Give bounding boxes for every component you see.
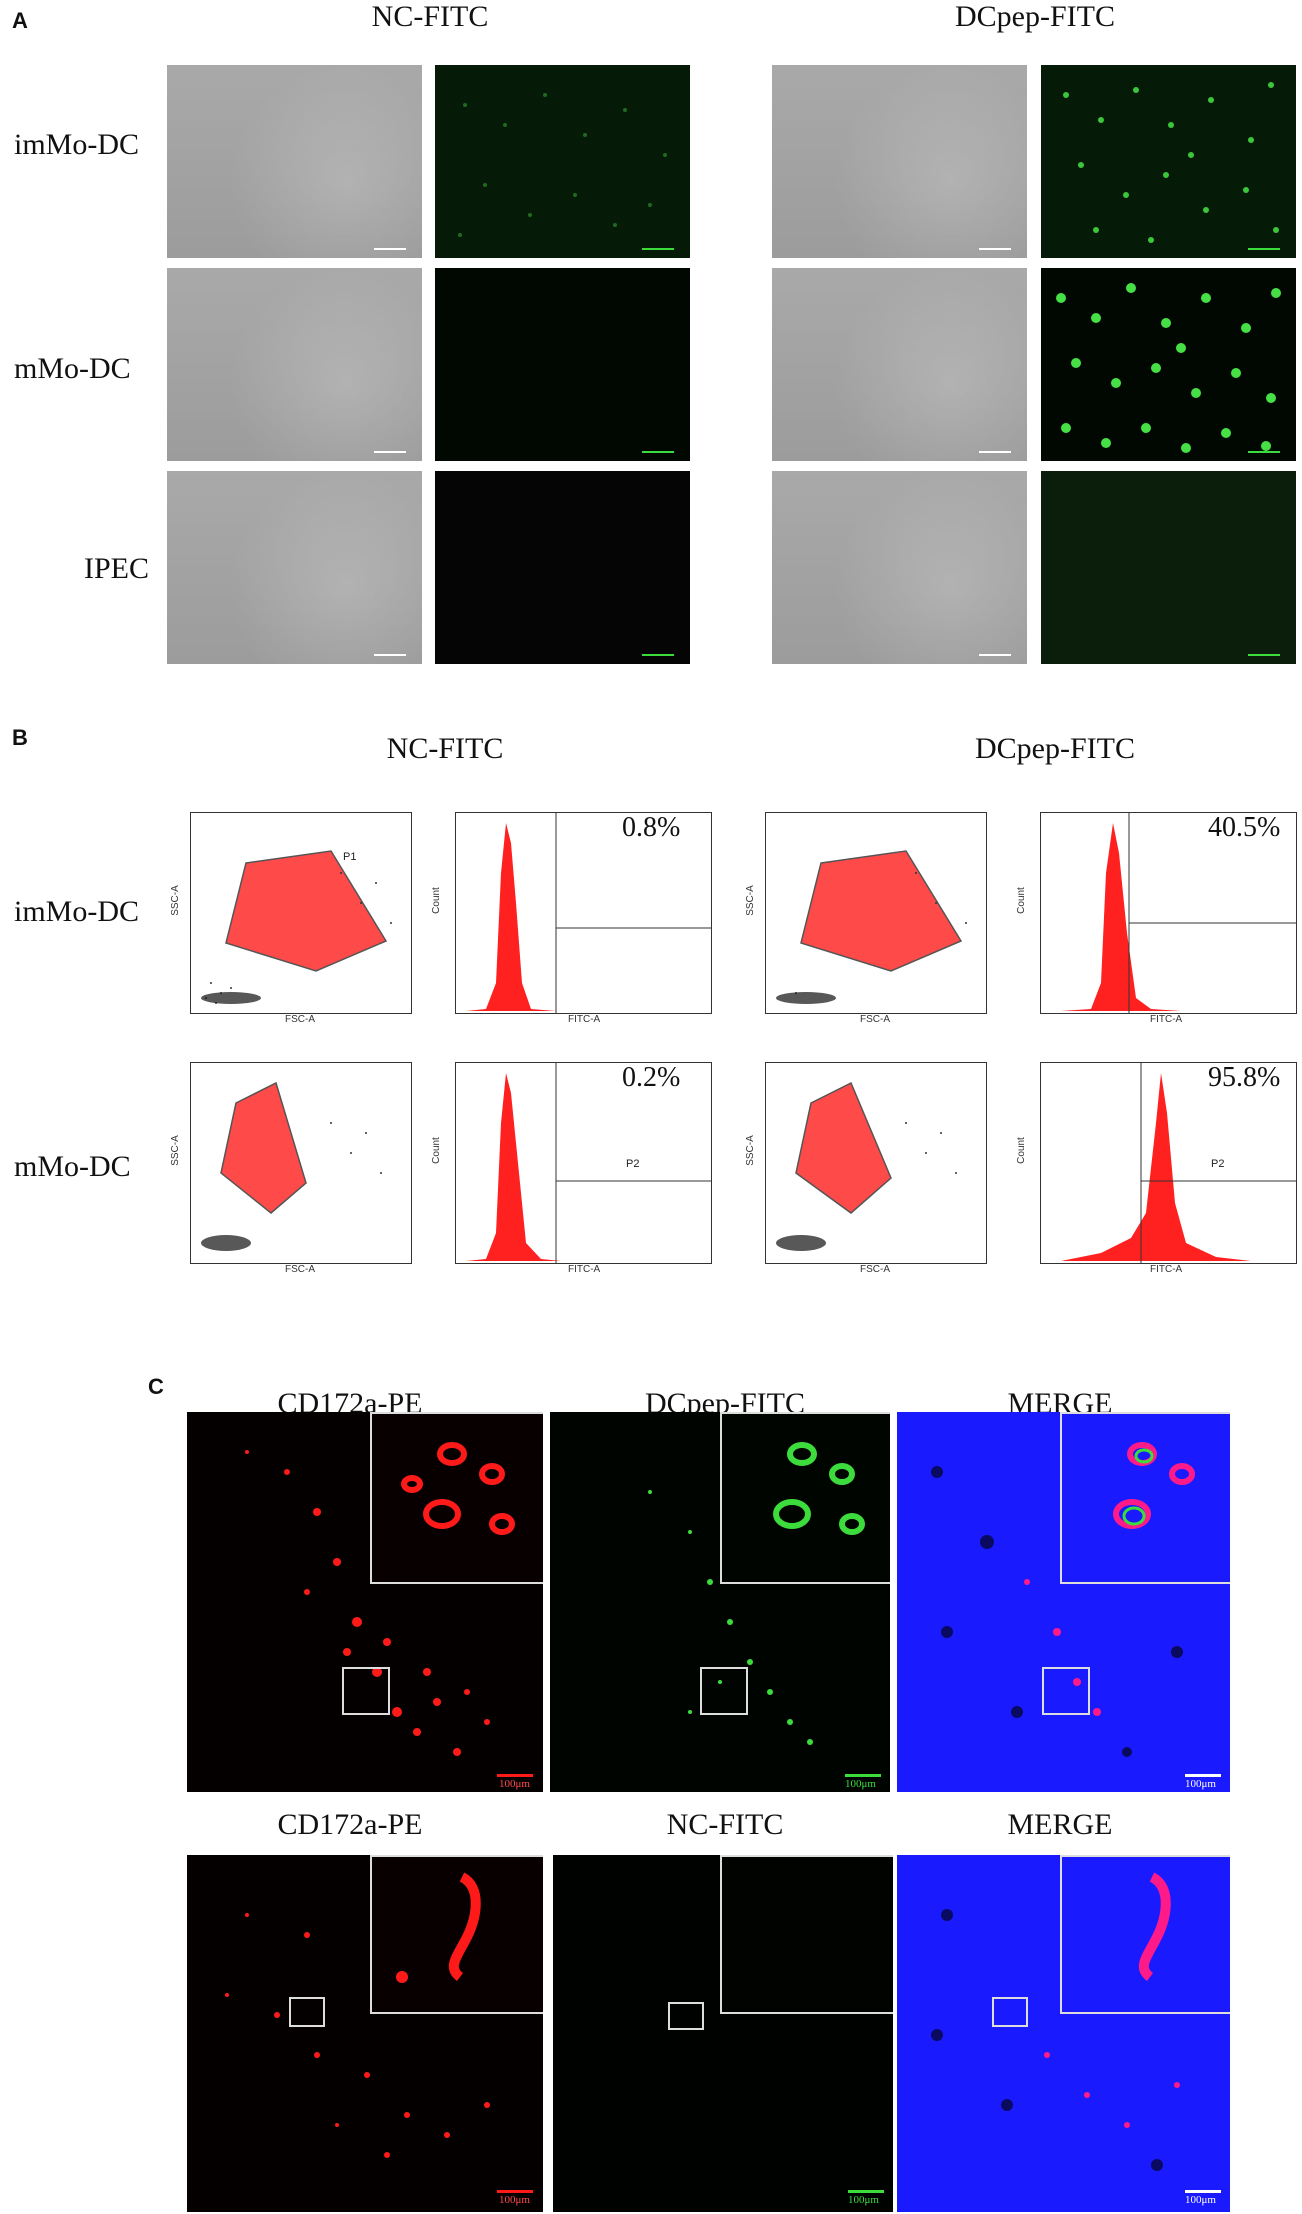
scatter-mmo-nc-xlabel: FSC-A bbox=[285, 1264, 315, 1275]
panel-c-row2-title-fitc: NC-FITC bbox=[666, 1808, 784, 1841]
panel-a-col-title-dc: DCpep-FITC bbox=[955, 0, 1115, 33]
confocal-fitc-row1-scalebar bbox=[845, 1774, 881, 1777]
confocal-pe-row2-inset bbox=[370, 1855, 543, 2014]
gate-label-p1: P1 bbox=[343, 851, 357, 863]
panel-b-col-title-nc: NC-FITC bbox=[386, 732, 504, 765]
histogram-immo-nc bbox=[455, 812, 712, 1014]
confocal-merge-row2: 100μm bbox=[897, 1855, 1230, 2212]
brightfield-ipec-dc bbox=[772, 471, 1027, 664]
hist-immo-nc-xlabel: FITC-A bbox=[568, 1014, 601, 1025]
fluorescence-ipec-dc bbox=[1041, 471, 1296, 664]
brightfield-mmo-dc bbox=[772, 268, 1027, 461]
brightfield-ipec-nc bbox=[167, 471, 422, 664]
hist-mmo-nc-ylabel: Count bbox=[430, 1137, 442, 1164]
hist-mmo-dc-xlabel: FITC-A bbox=[1150, 1264, 1183, 1275]
scatter-immo-nc: P1 bbox=[190, 812, 412, 1014]
panel-a-letter: A bbox=[12, 8, 28, 33]
confocal-fitc-row2-scalebar-label: 100μm bbox=[848, 2194, 879, 2206]
panel-a-row-label-immo: imMo-DC bbox=[14, 128, 140, 161]
panel-c-row2-title-merge: MERGE bbox=[1007, 1808, 1113, 1841]
confocal-pe-row1-cells bbox=[245, 1450, 490, 1756]
scatter-immo-dc bbox=[765, 812, 987, 1014]
panel-a-col-title-nc: NC-FITC bbox=[371, 0, 489, 33]
confocal-merge-row1-inset bbox=[1060, 1412, 1230, 1584]
fluorescence-mmo-dc-cells bbox=[1056, 283, 1281, 453]
confocal-pe-row2-cells bbox=[225, 1913, 490, 2158]
scatter-mmo-dc-xlabel: FSC-A bbox=[860, 1264, 890, 1275]
confocal-merge-row1-scalebar bbox=[1185, 1774, 1221, 1777]
hist-mmo-dc-ylabel: Count bbox=[1015, 1137, 1027, 1164]
scatter-mmo-dc bbox=[765, 1062, 987, 1264]
histogram-immo-dc bbox=[1040, 812, 1297, 1014]
histogram-mmo-nc: P2 bbox=[455, 1062, 712, 1264]
histogram-mmo-dc: P2 bbox=[1040, 1062, 1297, 1264]
confocal-pe-row1-inset bbox=[370, 1412, 543, 1584]
confocal-fitc-row1-zoom-box bbox=[700, 1667, 748, 1715]
hist-immo-nc-ylabel: Count bbox=[430, 887, 442, 914]
confocal-fitc-row2: 100μm bbox=[553, 1855, 893, 2212]
fluorescence-mmo-nc bbox=[435, 268, 690, 461]
confocal-merge-row2-inset bbox=[1060, 1855, 1230, 2014]
confocal-fitc-row2-zoom-box bbox=[668, 2002, 704, 2030]
confocal-fitc-row2-scalebar bbox=[848, 2190, 884, 2193]
scatter-immo-nc-ylabel: SSC-A bbox=[169, 885, 181, 916]
confocal-fitc-row1-scalebar-label: 100μm bbox=[845, 1778, 876, 1790]
confocal-merge-row1-zoom-box bbox=[1042, 1667, 1090, 1715]
percentage-mmo-dc: 95.8% bbox=[1208, 1062, 1281, 1093]
fluorescence-immo-dc bbox=[1041, 65, 1296, 258]
percentage-mmo-nc: 0.2% bbox=[622, 1062, 681, 1093]
panel-b-col-title-dc: DCpep-FITC bbox=[975, 732, 1135, 765]
confocal-merge-row2-scalebar bbox=[1185, 2190, 1221, 2193]
confocal-merge-row1-cells bbox=[931, 1466, 1183, 1757]
confocal-pe-row2-scalebar bbox=[497, 2190, 533, 2193]
confocal-merge-row1-scalebar-label: 100μm bbox=[1185, 1778, 1216, 1790]
scatter-mmo-nc bbox=[190, 1062, 412, 1264]
scatter-mmo-dc-ylabel: SSC-A bbox=[744, 1135, 756, 1166]
hist-mmo-nc-xlabel: FITC-A bbox=[568, 1264, 601, 1275]
fluorescence-immo-dc-cells bbox=[1063, 82, 1279, 243]
confocal-merge-row2-cells bbox=[931, 1909, 1180, 2171]
confocal-fitc-row1: 100μm bbox=[550, 1412, 890, 1792]
panel-a-row-label-mmo: mMo-DC bbox=[14, 352, 131, 385]
scatter-immo-dc-xlabel: FSC-A bbox=[860, 1014, 890, 1025]
confocal-fitc-row1-inset bbox=[720, 1412, 890, 1584]
panel-c-letter: C bbox=[148, 1374, 164, 1399]
scatter-immo-dc-ylabel: SSC-A bbox=[744, 885, 756, 916]
confocal-pe-row2-zoom-box bbox=[289, 1997, 325, 2027]
confocal-pe-row1: 100μm bbox=[187, 1412, 543, 1792]
hist-immo-dc-xlabel: FITC-A bbox=[1150, 1014, 1183, 1025]
fluorescence-mmo-dc bbox=[1041, 268, 1296, 461]
confocal-fitc-row2-inset bbox=[720, 1855, 893, 2014]
panel-c-row2-title-pe: CD172a-PE bbox=[277, 1808, 423, 1841]
confocal-pe-row2: 100μm bbox=[187, 1855, 543, 2212]
panel-a-row-label-ipec: IPEC bbox=[84, 552, 150, 585]
confocal-fitc-row1-cells bbox=[648, 1490, 813, 1745]
confocal-pe-row1-scalebar bbox=[497, 1774, 533, 1777]
confocal-pe-row1-zoom-box bbox=[342, 1667, 390, 1715]
panel-b-letter: B bbox=[12, 725, 28, 750]
brightfield-immo-dc bbox=[772, 65, 1027, 258]
panel-b-row-label-mmo: mMo-DC bbox=[14, 1150, 131, 1183]
percentage-immo-dc: 40.5% bbox=[1208, 812, 1281, 843]
fluorescence-immo-nc-cells bbox=[458, 93, 667, 237]
gate-label-p2-mmo-nc: P2 bbox=[626, 1158, 640, 1170]
scatter-mmo-nc-ylabel: SSC-A bbox=[169, 1135, 181, 1166]
fluorescence-immo-nc bbox=[435, 65, 690, 258]
confocal-merge-row2-scalebar-label: 100μm bbox=[1185, 2194, 1216, 2206]
brightfield-mmo-nc bbox=[167, 268, 422, 461]
confocal-pe-row1-scalebar-label: 100μm bbox=[499, 1778, 530, 1790]
confocal-merge-row1: 100μm bbox=[897, 1412, 1230, 1792]
brightfield-immo-nc bbox=[167, 65, 422, 258]
percentage-immo-nc: 0.8% bbox=[622, 812, 681, 843]
fluorescence-ipec-nc bbox=[435, 471, 690, 664]
confocal-pe-row2-scalebar-label: 100μm bbox=[499, 2194, 530, 2206]
panel-b-row-label-immo: imMo-DC bbox=[14, 895, 140, 928]
gate-label-p2-mmo-dc: P2 bbox=[1211, 1158, 1225, 1170]
hist-immo-dc-ylabel: Count bbox=[1015, 887, 1027, 914]
scatter-immo-nc-xlabel: FSC-A bbox=[285, 1014, 315, 1025]
confocal-merge-row2-zoom-box bbox=[992, 1997, 1028, 2027]
